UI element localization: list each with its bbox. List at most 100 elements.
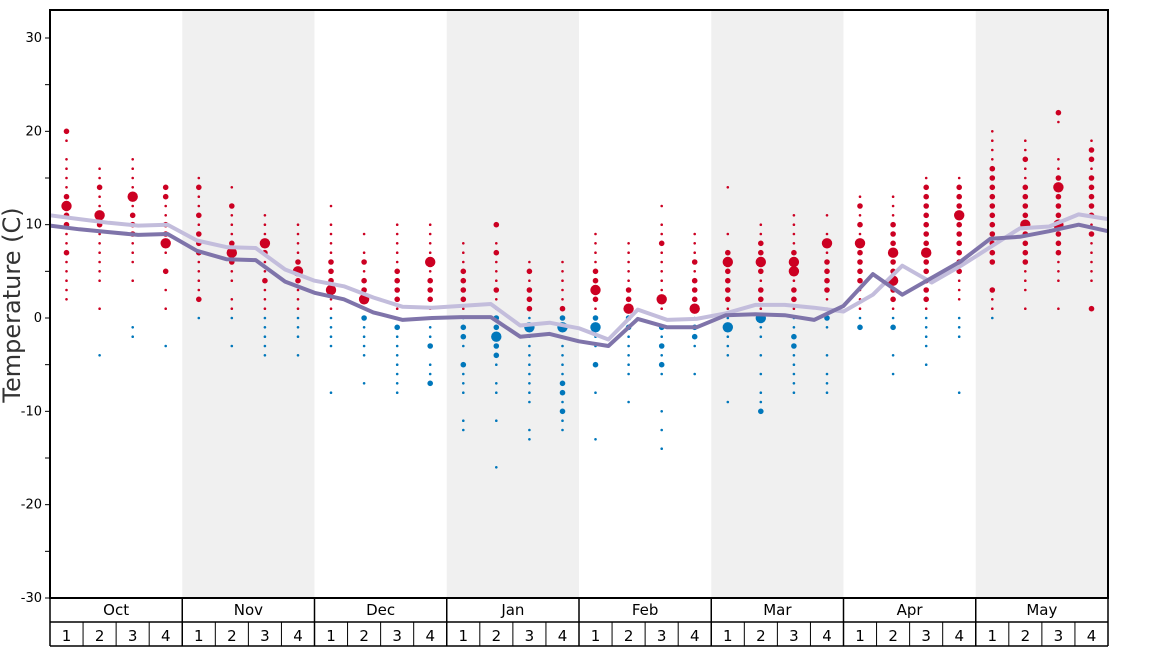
temperature-dot [362,335,366,339]
temperature-dot [462,307,465,311]
temperature-dot [857,203,863,209]
temperature-dot [427,380,434,387]
week-label: 2 [888,627,898,645]
temperature-dot [493,352,500,359]
temperature-dot [923,287,929,293]
temperature-dot [230,344,234,348]
temperature-dot [1024,270,1027,273]
temperature-dot [1055,203,1062,209]
temperature-dot [660,372,663,376]
temperature-dot [924,176,928,180]
temperature-dot [691,287,698,293]
temperature-dot [825,382,829,385]
temperature-dot [98,176,101,180]
temperature-dot [725,296,731,303]
temperature-dot [561,298,564,301]
temperature-dot [923,231,929,237]
temperature-dot [526,305,533,312]
y-tick-label: 20 [25,124,42,139]
week-label: 4 [161,627,171,645]
y-axis: 30 20 10 0 -10 -20 -30 [21,31,50,606]
temperature-dot [957,298,961,301]
temperature-dot [891,372,895,376]
temperature-dot [561,260,564,264]
temperature-dot [395,363,399,367]
temperature-dot [825,391,829,395]
temperature-dot [956,203,962,209]
temperature-dot [394,324,401,331]
temperature-dot [131,176,134,180]
temperature-dot [792,214,796,217]
temperature-dot [329,242,333,245]
temperature-dot [528,363,531,367]
temperature-dot [954,210,965,221]
temperature-dot [329,326,333,329]
temperature-dot [462,251,465,254]
temperature-dot [98,279,101,283]
temperature-dot [792,223,796,226]
temperature-dot [65,186,68,189]
temperature-dot [362,344,366,348]
temperature-dot [627,279,630,283]
temperature-dot [127,191,138,202]
temperature-dot [759,279,763,283]
temperature-dot [1090,242,1093,245]
temperature-dot [98,232,101,236]
temperature-dot [923,221,929,228]
temperature-dot [1022,156,1029,163]
temperature-dot [693,232,696,236]
temperature-dot [164,204,167,208]
temperature-dot [262,277,268,284]
temperature-dot [495,298,498,301]
temperature-dot [857,277,863,284]
temperature-dot [528,382,531,385]
temperature-dot [196,184,202,191]
temperature-dot [328,259,334,265]
temperature-dot [263,288,267,292]
temperature-dot [263,298,267,301]
temperature-dot [691,296,698,303]
temperature-dot [924,335,928,339]
temperature-dot [230,186,234,189]
temperature-dot [229,203,235,209]
temperature-dot [989,203,996,209]
temperature-dot [923,240,929,247]
temperature-dot [263,232,267,236]
temperature-dot [296,316,300,320]
temperature-dot [395,242,399,245]
temperature-dot [1022,212,1029,219]
temperature-dot [660,288,663,292]
temperature-dot [98,167,101,170]
y-tick-label: -20 [21,498,42,513]
week-label: 1 [459,627,469,645]
temperature-dot [890,296,896,303]
temperature-dot [660,223,663,226]
temperature-dot [98,354,101,357]
temperature-dot [131,186,134,189]
temperature-dot [791,333,797,340]
temperature-dot [957,335,961,339]
temperature-dot [627,363,630,367]
temperature-dot [989,193,996,200]
temperature-dot [726,307,730,311]
temperature-dot [98,260,101,264]
temperature-dot [825,251,829,254]
temperature-dot [559,315,566,321]
temperature-dot [296,242,300,245]
week-label: 4 [558,627,568,645]
temperature-dot [230,270,234,273]
temperature-dot [590,322,601,333]
y-axis-title: Temperature (C) [0,207,26,403]
week-label: 3 [260,627,270,645]
temperature-dot [493,287,500,293]
week-label: 3 [525,627,535,645]
temperature-dot [660,232,663,236]
temperature-dot [462,391,465,395]
temperature-dot [329,307,333,311]
temperature-dot [329,316,333,320]
temperature-dot [428,270,432,273]
temperature-dot [1090,260,1093,264]
temperature-dot [65,298,68,301]
temperature-dot [495,242,498,245]
temperature-dot [230,279,234,283]
